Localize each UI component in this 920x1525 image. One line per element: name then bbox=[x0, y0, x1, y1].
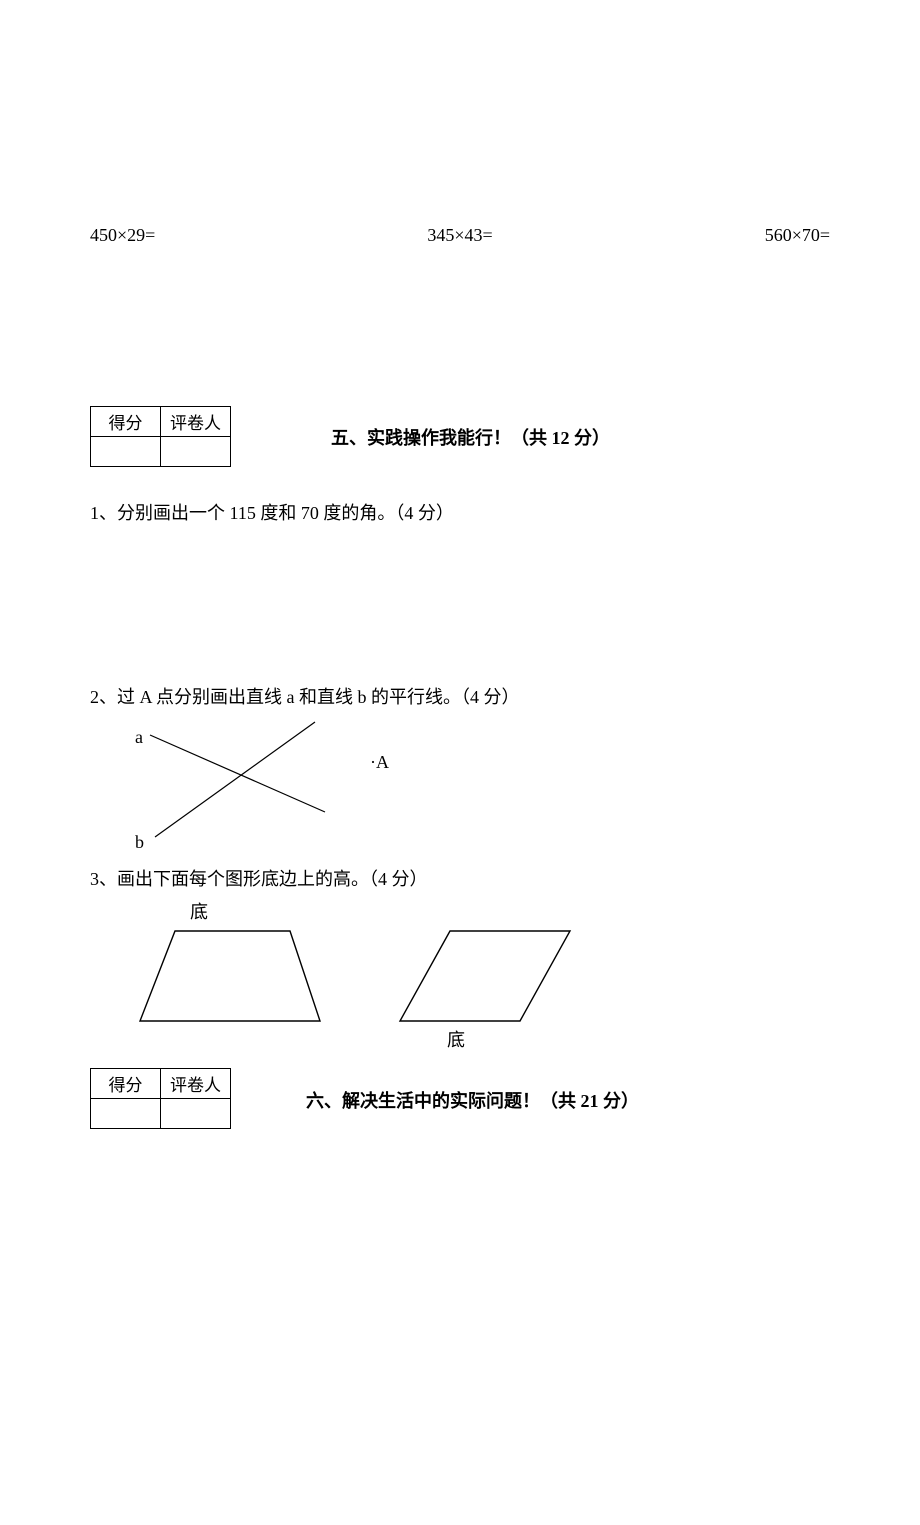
trapezoid-shape bbox=[140, 931, 320, 1021]
equations-row: 450×29= 345×43= 560×70= bbox=[90, 225, 830, 246]
question-3: 3、画出下面每个图形底边上的高。（4 分） bbox=[90, 865, 830, 894]
score2-cell-2 bbox=[161, 1099, 231, 1129]
score-header-2: 评卷人 bbox=[161, 407, 231, 437]
question-2: 2、过 A 点分别画出直线 a 和直线 b 的平行线。（4 分） bbox=[90, 683, 830, 712]
question-1: 1、分别画出一个 115 度和 70 度的角。（4 分） bbox=[90, 499, 830, 528]
section-6-title: 六、解决生活中的实际问题！（共 21 分） bbox=[306, 1087, 639, 1113]
parallelogram-svg bbox=[390, 926, 590, 1036]
section-5-title: 五、实践操作我能行！（共 12 分） bbox=[331, 424, 610, 450]
score-cell-1 bbox=[91, 437, 161, 467]
line-b bbox=[155, 722, 315, 837]
score2-cell-1 bbox=[91, 1099, 161, 1129]
line-a bbox=[150, 735, 325, 812]
section-5-header-row: 得分 评卷人 五、实践操作我能行！（共 12 分） bbox=[90, 246, 830, 467]
score-header-1: 得分 bbox=[91, 407, 161, 437]
score2-header-2: 评卷人 bbox=[161, 1069, 231, 1099]
label-di-1: 底 bbox=[190, 898, 208, 924]
score2-header-1: 得分 bbox=[91, 1069, 161, 1099]
q3-diagram: 底 底 bbox=[90, 898, 830, 1058]
label-di-2: 底 bbox=[447, 1026, 465, 1052]
equation-2: 345×43= bbox=[427, 225, 492, 246]
trapezoid-svg bbox=[120, 926, 350, 1036]
score-cell-2 bbox=[161, 437, 231, 467]
q2-diagram: a b ·A bbox=[90, 717, 830, 847]
parallelogram-shape bbox=[400, 931, 570, 1021]
equation-3: 560×70= bbox=[765, 225, 830, 246]
q2-lines-svg bbox=[90, 717, 410, 847]
section-6-header-row: 得分 评卷人 六、解决生活中的实际问题！（共 21 分） bbox=[90, 1058, 830, 1129]
score-table-1: 得分 评卷人 bbox=[90, 406, 231, 467]
score-table-2: 得分 评卷人 bbox=[90, 1068, 231, 1129]
equation-1: 450×29= bbox=[90, 225, 155, 246]
